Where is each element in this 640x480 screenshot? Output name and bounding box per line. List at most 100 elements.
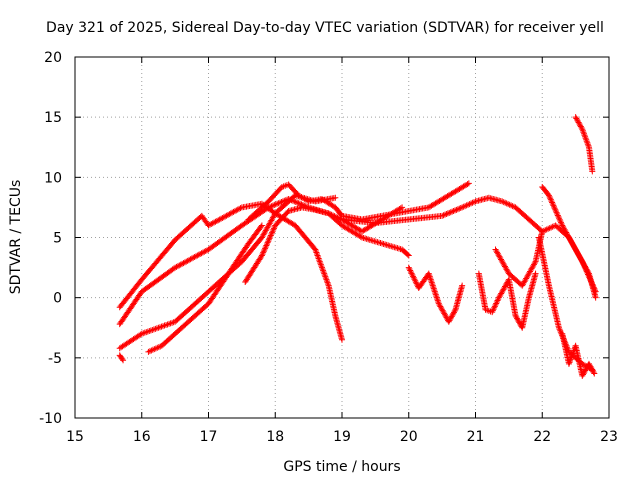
data-point [405,252,412,259]
data-point [258,252,265,259]
data-point [516,319,523,326]
x-axis-label: GPS time / hours [283,459,400,475]
data-point [583,366,590,373]
data-point [446,317,453,324]
data-point [278,199,285,206]
data-point [545,192,552,199]
x-tick-label: 16 [133,429,151,445]
data-point [448,313,455,320]
data-point [540,227,547,234]
data-point [578,124,585,131]
data-point [512,312,519,319]
data-point [444,210,451,217]
data-point [237,205,244,212]
x-tick-label: 15 [66,429,84,445]
data-point [468,200,475,207]
data-point [503,200,510,207]
data-point [274,200,281,207]
data-point [266,235,273,242]
data-point [267,233,274,240]
data-point [443,211,450,218]
data-point [582,367,589,374]
y-tick-label: 5 [53,231,62,247]
data-point [260,248,267,255]
data-point [152,345,159,352]
data-point [151,346,158,353]
data-point [547,195,554,202]
data-point [263,241,270,248]
data-point [430,284,437,291]
data-point [451,308,458,315]
data-point [410,274,417,281]
data-point [275,200,282,207]
data-point [454,206,461,213]
data-point [271,202,278,209]
data-point [558,221,565,228]
data-point [407,268,414,275]
data-point [453,206,460,213]
data-point [581,368,588,375]
data-point [258,253,265,260]
data-point [429,282,436,289]
data-point [549,199,556,206]
data-point [339,336,345,343]
data-point [277,199,284,206]
data-point [294,199,301,206]
data-point [265,204,272,211]
data-point [495,296,502,303]
data-point [556,215,563,222]
data-point [119,356,126,363]
data-point [489,309,496,316]
data-point [448,314,455,321]
data-point [337,215,344,222]
data-point [451,207,458,214]
data-point [264,239,271,246]
data-point [450,310,457,317]
data-point [572,114,579,121]
data-point [447,316,454,323]
y-tick-label: 15 [44,110,62,126]
data-point [155,344,162,351]
data-point [500,199,507,206]
data-point [554,211,561,218]
data-point [432,291,439,298]
data-point [554,212,561,219]
data-point [463,202,470,209]
y-tick-label: 10 [44,170,62,186]
data-point [406,266,413,273]
data-point [260,249,267,256]
data-point [592,294,599,301]
data-point [508,202,515,209]
data-point [447,209,454,216]
data-point [556,216,563,223]
data-point [514,316,521,323]
data-point [580,371,587,378]
data-point [272,201,279,208]
x-tick-label: 20 [400,429,418,445]
data-point [552,206,559,213]
data-point [465,201,472,208]
data-point [494,297,501,304]
data-point [580,370,587,377]
axis-ticks: 15 16 17 18 19 20 21 22 23 -10 -5 0 5 10 15 20 [39,50,618,445]
data-point [531,259,538,266]
data-point [412,277,419,284]
data-point [548,224,555,231]
data-point [149,346,156,353]
data-point [332,194,339,201]
data-point [466,201,473,208]
data-point [546,193,553,200]
data-point [492,301,499,308]
data-point [431,287,438,294]
data-point [471,199,478,206]
data-point [428,278,435,285]
data-point [295,200,302,207]
series-track-12 [539,183,599,301]
grid-lines [75,57,609,418]
y-tick-label: -5 [48,351,62,367]
data-point [449,312,456,319]
data-point [493,298,500,305]
data-point [557,218,564,225]
data-point [558,219,565,226]
